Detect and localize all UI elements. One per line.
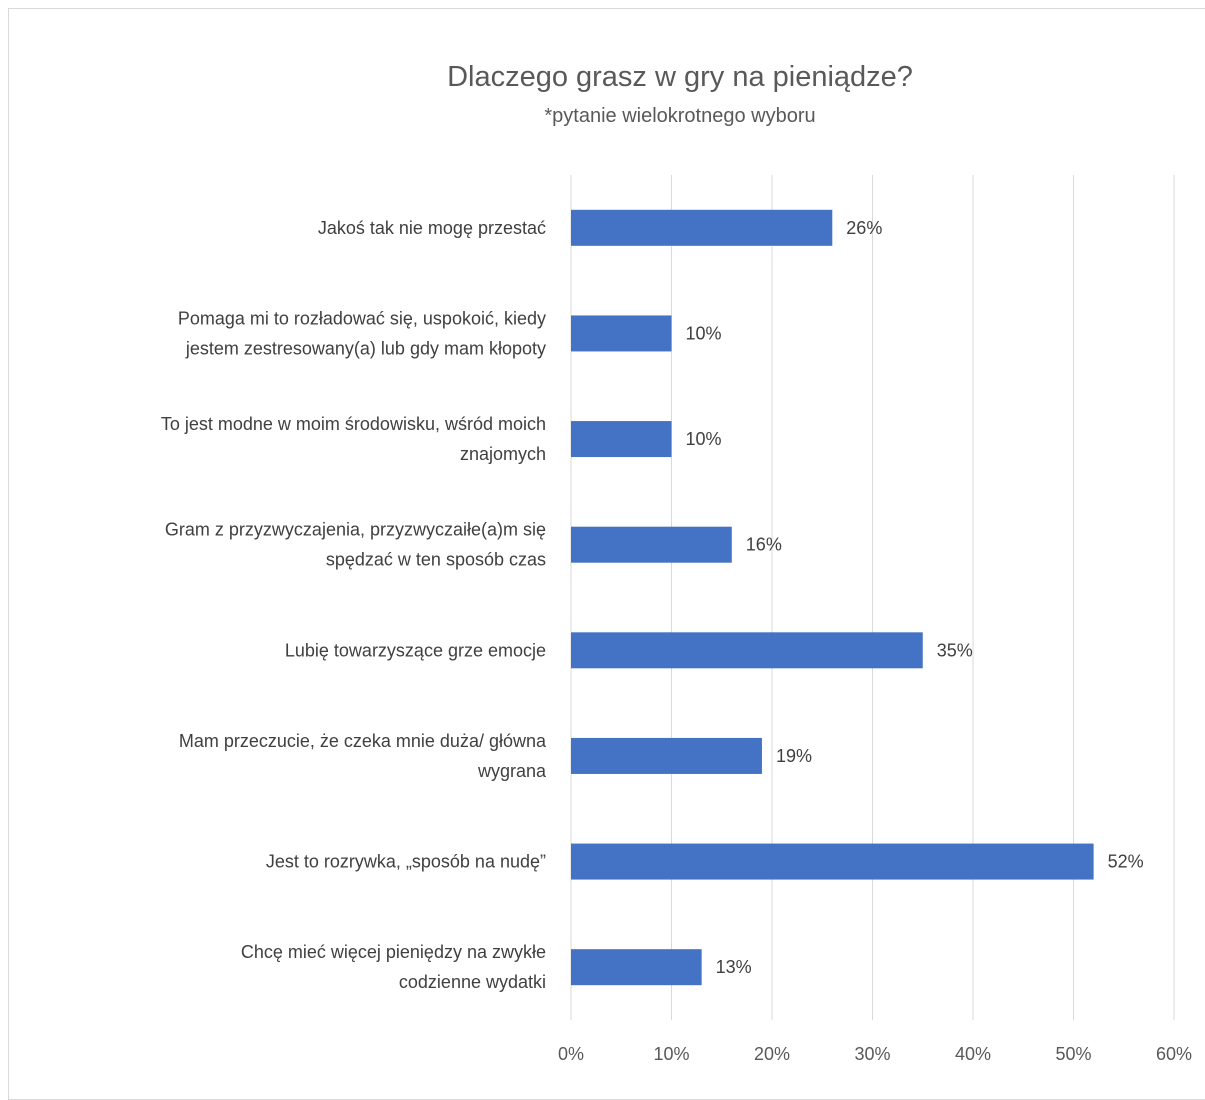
bar xyxy=(571,526,732,563)
data-label: 13% xyxy=(716,957,752,977)
x-tick-label: 20% xyxy=(754,1044,790,1064)
category-label: Mam przeczucie, że czeka mnie duża/ głów… xyxy=(179,731,547,781)
category-label: Jakoś tak nie mogę przestać xyxy=(318,218,546,238)
bar xyxy=(571,843,1094,880)
data-label: 26% xyxy=(846,218,882,238)
data-label: 52% xyxy=(1108,852,1144,872)
chart-title: Dlaczego grasz w gry na pieniądze? xyxy=(447,61,913,93)
category-labels: Jakoś tak nie mogę przestać Pomaga mi to … xyxy=(161,218,547,992)
data-label: 10% xyxy=(686,323,722,343)
data-label: 19% xyxy=(776,746,812,766)
x-tick-label: 30% xyxy=(854,1044,890,1064)
x-tick-label: 50% xyxy=(1055,1044,1091,1064)
x-tick-label: 40% xyxy=(955,1044,991,1064)
bar xyxy=(571,632,923,669)
bars xyxy=(571,209,1094,986)
bar xyxy=(571,949,702,986)
x-tick-label: 60% xyxy=(1156,1044,1192,1064)
category-label: Jest to rozrywka, „sposób na nudę” xyxy=(266,852,546,872)
bar xyxy=(571,209,833,246)
category-label: Chcę mieć więcej pieniędzy na zwykłe codz… xyxy=(241,942,546,992)
data-labels: 26% 10% 10% 16% 35% 19% 52% 13% xyxy=(686,218,1144,977)
category-label: Lubię towarzyszące grze emocje xyxy=(285,640,546,660)
data-label: 10% xyxy=(686,429,722,449)
x-tick-label: 10% xyxy=(653,1044,689,1064)
bar xyxy=(571,737,762,774)
bar xyxy=(571,421,672,458)
category-label: Pomaga mi to rozładować się, uspokoić, k… xyxy=(178,308,546,358)
bar xyxy=(571,315,672,352)
x-tick-label: 0% xyxy=(558,1044,584,1064)
gridlines xyxy=(570,175,1175,1020)
x-axis-tick-labels: 0% 10% 20% 30% 40% 50% 60% xyxy=(558,1044,1192,1064)
data-label: 16% xyxy=(746,535,782,555)
category-label: To jest modne w moim środowisku, wśród m… xyxy=(161,414,546,464)
data-label: 35% xyxy=(937,640,973,660)
chart-subtitle: *pytanie wielokrotnego wyboru xyxy=(544,105,815,127)
category-label: Gram z przyzwyczajenia, przyzwyczaiłe(a)… xyxy=(165,520,546,570)
